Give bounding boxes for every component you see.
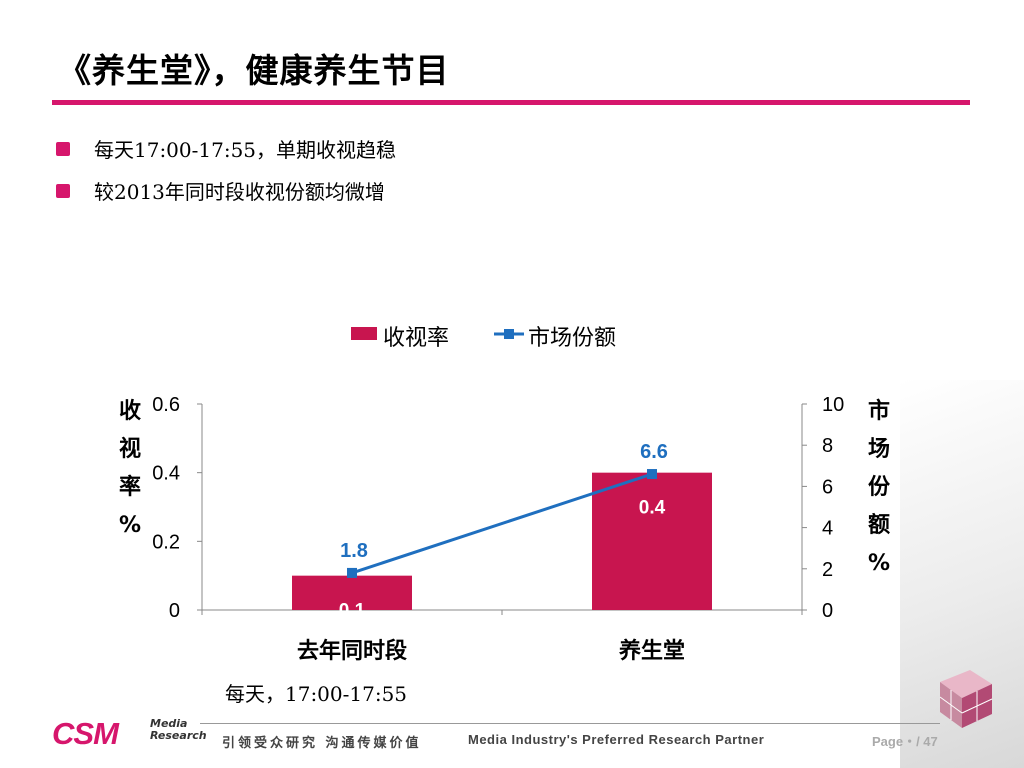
decorative-cube-icon [939,670,993,728]
slide-title: 《养生堂》，健康养生节目 [58,51,450,90]
chart-note: 每天，17:00-17:55 [225,682,407,706]
y2-tick-label: 0 [822,600,833,622]
logo-text: CSM [52,716,119,751]
line-point [647,469,657,480]
bar-data-label: 0.4 [639,498,666,519]
y2-tick-label: 8 [822,435,833,457]
y-tick-label: 0.2 [152,531,180,553]
y2-axis-title: 份 [868,475,891,500]
bar [292,575,412,610]
y-axis-title: 率 [119,474,141,500]
legend-bar-swatch [351,327,377,340]
bullet-text: 每天17:00-17:55，单期收视趋稳 [94,138,397,162]
logo-subtext: Media Research [150,717,207,742]
line-series [351,472,653,575]
y-axis-title: % [119,513,141,538]
line-data-label: 6.6 [640,441,668,463]
y2-axis-title: 额 [868,513,890,538]
x-tick-label: 去年同时段 [297,638,407,664]
y2-tick-label: 10 [822,394,844,416]
y2-tick-label: 4 [822,518,833,540]
legend-label: 市场份额 [528,326,616,351]
y-tick-label: 0.6 [152,394,180,416]
title-divider [52,100,970,105]
y-axis-title: 收 [119,398,141,424]
bullet-square-icon [56,184,70,198]
y-tick-label: 0.4 [152,463,180,485]
y2-tick-label: 2 [822,559,833,581]
line-data-label: 1.8 [340,540,368,562]
page-number: Page・/ 47 [872,734,938,749]
bullet-text: 较2013年同时段收视份额均微增 [94,180,385,204]
legend-label: 收视率 [383,326,449,351]
y2-axis-title: 场 [868,437,890,462]
y-axis-title: 视 [119,436,141,462]
y2-axis-title: 市 [868,398,890,424]
x-tick-label: 养生堂 [618,638,685,664]
bar [592,472,712,610]
y2-tick-label: 6 [822,476,833,498]
footer-divider [200,723,940,724]
legend-line-marker [504,329,514,339]
line-point [347,567,357,578]
bar-data-label: 0.1 [339,601,366,622]
y-tick-label: 0 [169,600,180,622]
bullet-square-icon [56,142,70,156]
y2-axis-title: % [868,551,890,576]
footer-slogan-en: Media Industry's Preferred Research Part… [468,732,765,747]
footer-slogan-cn: 引领受众研究 沟通传媒价值 [222,736,422,751]
